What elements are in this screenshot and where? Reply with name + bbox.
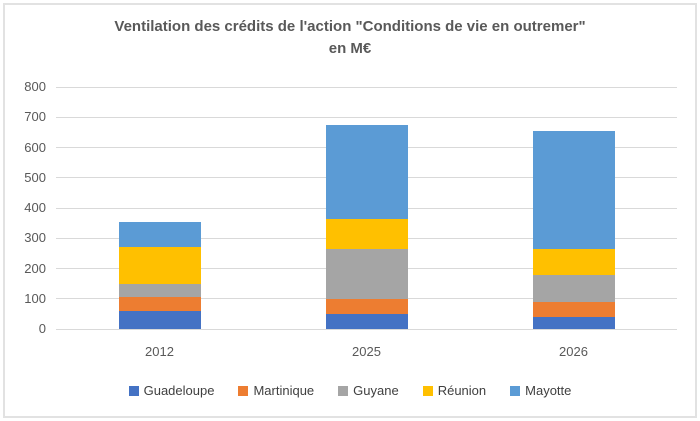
gridline-800: [56, 86, 677, 88]
bar-segment-mayotte-2012: [118, 221, 201, 248]
legend-marker-icon: [128, 385, 139, 396]
legend-label: Mayotte: [525, 383, 572, 398]
y-axis-tick-label-200: 200: [24, 260, 46, 276]
x-axis-label-2026: 2026: [559, 344, 588, 359]
y-axis-tick-label-700: 700: [24, 109, 46, 125]
chart-title-line-2: en M€: [328, 40, 372, 57]
legend-label: Réunion: [437, 383, 487, 398]
bar-segment-guadeloupe-2025: [325, 313, 408, 329]
y-axis-tick-label-600: 600: [24, 139, 46, 155]
bar-segment-guadeloupe-2026: [532, 316, 615, 329]
bar-segment-guyane-2025: [325, 248, 408, 299]
gridline-0: [56, 328, 677, 330]
legend-marker-icon: [338, 385, 349, 396]
y-axis-tick-label-800: 800: [24, 79, 46, 94]
bar-segment-martinique-2025: [325, 298, 408, 314]
chart-title: Ventilation des crédits de l'action "Con…: [0, 16, 700, 60]
gridline-700: [56, 116, 677, 118]
bar-segment-reunion-2026: [532, 248, 615, 275]
bar-segment-mayotte-2025: [325, 124, 408, 219]
legend-item-guadeloupe: Guadeloupe: [128, 383, 215, 398]
bar-segment-guyane-2026: [532, 274, 615, 302]
legend-marker-icon: [510, 385, 521, 396]
x-axis-label-2012: 2012: [145, 344, 174, 359]
legend-label: Martinique: [253, 383, 315, 398]
legend-item-mayotte: Mayotte: [510, 383, 571, 398]
y-axis-tick-label-300: 300: [24, 230, 46, 246]
legend-marker-icon: [238, 385, 249, 396]
legend-marker-icon: [422, 385, 433, 396]
y-axis-tick-label-100: 100: [24, 290, 46, 306]
legend-label: Guadeloupe: [143, 383, 215, 398]
legend-label: Guyane: [353, 383, 399, 398]
chart-title-line-1: Ventilation des crédits de l'action "Con…: [114, 18, 586, 35]
y-axis-tick-label-400: 400: [24, 200, 46, 215]
x-axis-label-2025: 2025: [352, 344, 381, 359]
bar-segment-martinique-2026: [532, 301, 615, 317]
bar-segment-guadeloupe-2012: [118, 310, 201, 329]
y-axis-tick-label-500: 500: [24, 169, 46, 185]
bar-segment-reunion-2025: [325, 218, 408, 249]
bar-segment-mayotte-2026: [532, 130, 615, 249]
legend-item-reunion: Réunion: [422, 383, 487, 398]
bar-segment-reunion-2012: [118, 247, 201, 284]
y-axis-tick-label-0: 0: [38, 321, 46, 336]
bar-segment-martinique-2012: [118, 297, 201, 311]
legend-item-martinique: Martinique: [238, 383, 314, 398]
legend-item-guyane: Guyane: [338, 383, 399, 398]
bar-segment-guyane-2012: [118, 283, 201, 298]
legend: Guadeloupe Martinique Guyane Réunion Mayotte: [0, 383, 700, 398]
